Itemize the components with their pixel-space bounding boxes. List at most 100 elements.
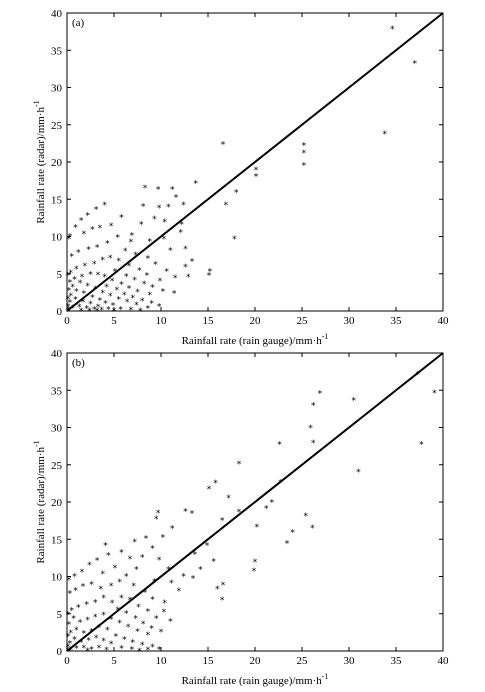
data-point: *	[169, 579, 174, 589]
data-point: *	[318, 390, 323, 400]
data-point: *	[102, 273, 107, 283]
x-tick-label: 10	[156, 655, 168, 667]
data-point: *	[67, 287, 72, 297]
y-tick-label: 5	[57, 269, 63, 281]
y-tick-label: 40	[51, 348, 63, 360]
data-point: *	[164, 267, 169, 277]
data-point: *	[76, 249, 81, 259]
data-point: *	[96, 271, 101, 281]
data-point: *	[419, 440, 424, 450]
data-point: *	[149, 299, 154, 309]
data-point: *	[356, 468, 361, 478]
data-point: *	[179, 220, 184, 230]
data-point: *	[152, 577, 157, 587]
data-point: *	[150, 595, 155, 605]
data-point: *	[93, 613, 98, 623]
data-point: *	[106, 551, 111, 561]
data-point: *	[186, 273, 191, 283]
data-point: *	[237, 508, 242, 518]
data-point: *	[116, 296, 121, 306]
data-point: *	[82, 644, 87, 654]
y-tick-label: 0	[57, 646, 63, 658]
x-tick-label: 25	[297, 315, 309, 327]
data-point: *	[136, 603, 141, 613]
data-point: *	[80, 273, 85, 283]
data-point: *	[311, 402, 316, 412]
data-point: *	[277, 440, 282, 450]
data-point: *	[302, 141, 307, 151]
data-point: *	[93, 598, 98, 608]
data-point: *	[159, 628, 164, 638]
data-point: *	[84, 601, 89, 611]
data-point: *	[237, 460, 242, 470]
y-tick-label: 20	[51, 157, 63, 169]
data-point: *	[302, 161, 307, 171]
data-point: *	[88, 270, 93, 280]
data-point: *	[131, 639, 136, 649]
data-point: *	[221, 581, 226, 591]
data-point: *	[66, 633, 71, 643]
data-point: *	[131, 294, 136, 304]
data-point: *	[87, 307, 92, 317]
data-point: *	[252, 567, 257, 577]
data-point: *	[170, 185, 175, 195]
data-point: *	[124, 572, 129, 582]
data-point: *	[183, 507, 188, 517]
data-point: *	[84, 305, 89, 315]
data-point: *	[232, 235, 237, 245]
data-point: *	[135, 288, 140, 298]
y-axis-title: Rainfall rate (radar)/mm·h-1	[32, 440, 47, 563]
data-point: *	[415, 370, 420, 380]
data-point: *	[80, 568, 85, 578]
data-point: *	[141, 202, 146, 212]
data-point: *	[92, 260, 97, 270]
data-point: *	[103, 299, 108, 309]
data-point: *	[183, 263, 188, 273]
data-point: *	[74, 645, 79, 655]
data-point: *	[85, 616, 90, 626]
data-point: *	[119, 548, 124, 558]
data-point: *	[128, 596, 133, 606]
data-point: *	[66, 647, 71, 657]
data-point: *	[109, 222, 114, 232]
data-point: *	[119, 214, 124, 224]
data-point: *	[129, 238, 134, 248]
data-point: *	[81, 298, 86, 308]
data-point: *	[150, 284, 155, 294]
data-point: *	[146, 305, 151, 315]
data-point: *	[207, 485, 212, 495]
data-point: *	[146, 255, 151, 265]
data-point: *	[145, 272, 150, 282]
y-tick-label: 25	[51, 120, 63, 132]
data-point: *	[178, 229, 183, 239]
y-tick-label: 15	[51, 194, 63, 206]
data-point: *	[220, 596, 225, 606]
data-point: *	[154, 615, 159, 625]
data-point: *	[211, 557, 216, 567]
data-point: *	[109, 640, 114, 650]
data-point: *	[79, 217, 84, 227]
data-point: *	[105, 240, 110, 250]
data-point: *	[174, 194, 179, 204]
y-tick-label: 15	[51, 534, 63, 546]
data-point: *	[138, 307, 143, 317]
data-point: *	[68, 639, 73, 649]
data-point: *	[82, 630, 87, 640]
chart-panel-1: 0 5 10 15 20 25 30 35 40 0 5 10 15 20 25 30 35 40 (a) Rainf…	[32, 8, 449, 347]
data-point: *	[82, 290, 87, 300]
data-point: *	[134, 566, 139, 576]
data-point: *	[122, 636, 127, 646]
x-tick-label: 35	[391, 315, 403, 327]
data-point: *	[181, 201, 186, 211]
data-point: *	[116, 606, 121, 616]
y-tick-label: 35	[51, 385, 63, 397]
data-point: *	[193, 551, 198, 561]
data-point: *	[99, 585, 104, 595]
data-point: *	[113, 564, 118, 574]
data-point: *	[68, 589, 73, 599]
data-point: *	[168, 246, 173, 256]
data-point: *	[100, 289, 105, 299]
data-point: *	[69, 269, 74, 279]
data-point: *	[285, 539, 290, 549]
